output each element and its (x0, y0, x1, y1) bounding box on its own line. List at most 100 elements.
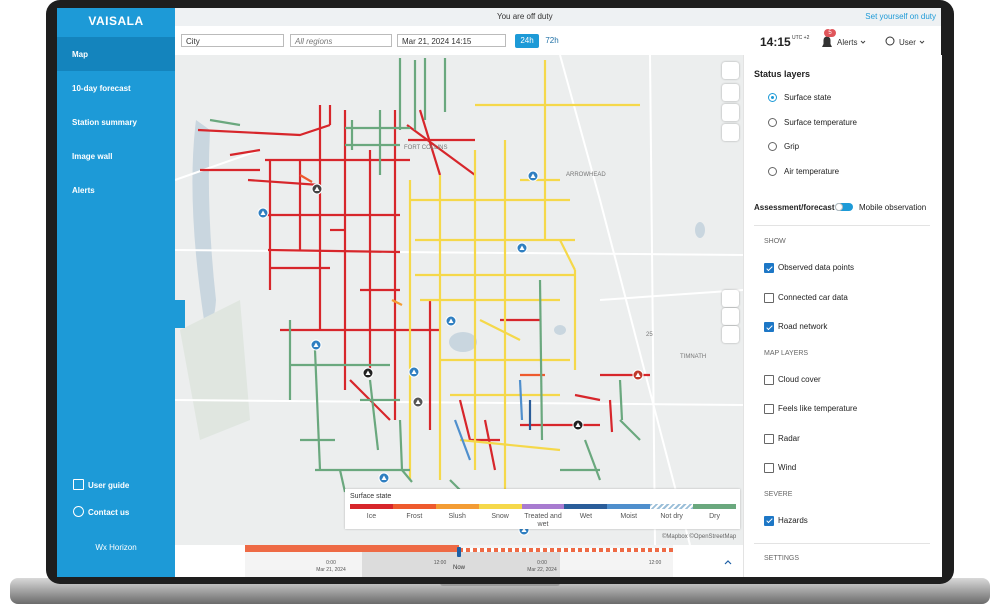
road-segment (313, 349, 322, 471)
station-glyph (411, 369, 417, 374)
user-icon (885, 36, 895, 46)
city-select[interactable]: City (181, 34, 284, 47)
nav-label: Alerts (72, 186, 95, 195)
radio[interactable] (768, 93, 777, 102)
tick-time: 12:00 (433, 560, 447, 566)
road-segment (483, 419, 497, 471)
nav-label: Map (72, 50, 88, 59)
legend-label: Not dry (660, 513, 683, 520)
legend-label: Ice (366, 513, 377, 520)
logo: VAISALA (88, 14, 144, 28)
map-control[interactable] (722, 326, 739, 343)
tick-date: Mar 22, 2024 (527, 567, 557, 573)
park (180, 300, 250, 440)
map-control[interactable] (722, 308, 739, 325)
checkbox-label: Wind (778, 463, 797, 472)
road-segment (459, 438, 561, 452)
road-segment (391, 299, 403, 306)
road-segment (583, 439, 602, 481)
checkbox-label: Road network (778, 322, 828, 331)
checkbox[interactable] (764, 433, 774, 444)
legend-swatch (521, 504, 565, 509)
clock: 14:15 (760, 35, 791, 49)
timeline-future (459, 548, 673, 552)
timeline-past (245, 545, 459, 552)
station-glyph (381, 475, 387, 480)
timezone: UTC +2 (792, 35, 810, 41)
road-segment (209, 118, 241, 127)
legend-swatch (564, 504, 608, 509)
legend-label: Moist (620, 513, 638, 520)
checkbox[interactable] (764, 292, 774, 303)
range-button[interactable]: 72h (545, 36, 559, 45)
radio[interactable] (768, 142, 777, 151)
duty-action[interactable]: Set yourself on duty (865, 12, 936, 21)
nav-label: Station summary (72, 118, 137, 127)
checkbox-label: Radar (778, 433, 800, 443)
radio[interactable] (768, 166, 777, 176)
road-segment (338, 469, 347, 493)
footer-icon (73, 506, 84, 517)
alerts-menu[interactable]: Alerts (837, 38, 858, 47)
checkbox-label: Hazards (778, 515, 808, 525)
radio-label: Surface temperature (784, 117, 857, 127)
collapse-tab[interactable] (175, 300, 185, 328)
checkbox[interactable] (764, 404, 774, 414)
road-segment (479, 319, 521, 341)
road-segment (608, 399, 614, 433)
range-button[interactable]: 24h (515, 34, 539, 48)
laptop-base (10, 578, 990, 604)
footer-link[interactable]: User guide (88, 481, 130, 490)
panel-title: Status layers (754, 69, 811, 79)
footer-brand: Wx Horizon (95, 543, 137, 552)
nav-item[interactable] (57, 37, 175, 71)
checkbox[interactable] (764, 263, 774, 273)
checkbox[interactable] (764, 322, 774, 332)
checkbox[interactable] (764, 374, 774, 385)
date-input[interactable]: Mar 21, 2024 14:15 (397, 34, 506, 47)
road-segment (574, 393, 601, 402)
map-label: ARROWHEAD (566, 172, 606, 178)
legend-label: Snow (491, 513, 509, 520)
map-control[interactable] (722, 104, 739, 121)
reservoir (192, 120, 216, 323)
panel (743, 55, 942, 577)
map-label: FORT COLLINS (404, 145, 448, 151)
station-glyph (575, 422, 581, 427)
divider (754, 543, 930, 544)
expand-icon (724, 560, 732, 565)
footer-link[interactable]: Contact us (88, 508, 130, 517)
legend-title: Surface state (350, 493, 392, 500)
map-control[interactable] (722, 84, 739, 101)
map-control[interactable] (722, 124, 739, 141)
user-menu[interactable]: User (899, 38, 916, 47)
duty-status: You are off duty (497, 12, 553, 21)
radio[interactable] (768, 117, 777, 127)
station-glyph (519, 245, 525, 250)
station-glyph (530, 173, 536, 178)
toggle[interactable] (835, 203, 853, 211)
checkbox-label: Observed data points (778, 263, 855, 272)
timeline-night (362, 552, 560, 577)
road-segment (538, 279, 544, 441)
region-select[interactable]: All regions (290, 34, 392, 47)
checkbox-label: Cloud cover (778, 374, 821, 384)
toggle-right: Mobile observation (859, 203, 927, 212)
map-control[interactable] (722, 62, 739, 79)
road-segment (559, 239, 576, 271)
tick-time: 0:00 (326, 560, 336, 566)
station-glyph (521, 527, 527, 532)
settings-heading: SETTINGS (764, 555, 800, 562)
nav-label: 10-day forecast (72, 84, 131, 93)
checkbox[interactable] (764, 515, 774, 526)
map-control[interactable] (722, 290, 739, 307)
radio-label: Air temperature (784, 166, 840, 176)
station-glyph (448, 318, 454, 323)
station-glyph (313, 342, 319, 347)
timeline-handle[interactable] (457, 547, 461, 557)
legend-label: Wet (579, 513, 593, 520)
station-glyph (415, 399, 421, 404)
tick-date: Mar 21, 2024 (316, 567, 346, 573)
checkbox[interactable] (764, 463, 774, 473)
